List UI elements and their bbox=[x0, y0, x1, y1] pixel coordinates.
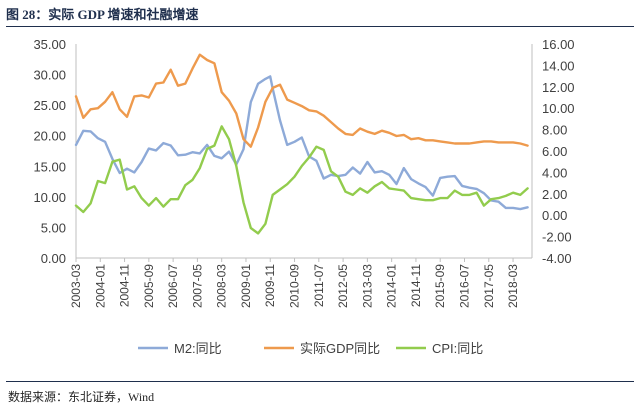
chart-legend: M2:同比 实际GDP同比 CPI:同比 bbox=[138, 341, 483, 356]
left-tick-label: 15.00 bbox=[33, 159, 66, 174]
source-rule bbox=[6, 381, 634, 382]
right-tick-label: -4.00 bbox=[542, 251, 572, 266]
legend-label: CPI:同比 bbox=[432, 341, 483, 356]
left-tick-label: 10.00 bbox=[33, 190, 66, 205]
x-tick-label: 2004-11 bbox=[118, 264, 132, 307]
series-layer bbox=[74, 53, 529, 235]
x-tick-label: 2011-07 bbox=[312, 264, 326, 307]
left-tick-label: 30.00 bbox=[33, 68, 66, 83]
series-line bbox=[74, 53, 529, 148]
x-tick-label: 2009-11 bbox=[263, 264, 277, 307]
figure-title: 图 28：实际 GDP 增速和社融增速 bbox=[6, 7, 199, 22]
right-tick-label: 12.00 bbox=[542, 80, 575, 95]
x-tick-label: 2005-09 bbox=[142, 264, 156, 308]
x-tick-label: 2015-09 bbox=[433, 264, 447, 308]
x-tick-label: 2017-05 bbox=[482, 264, 496, 308]
left-tick-label: 0.00 bbox=[41, 251, 66, 266]
series-line bbox=[74, 75, 529, 211]
line-chart: 0.00 5.00 10.00 15.00 20.00 25.00 30.00 35.00 -4… bbox=[33, 37, 574, 356]
title-rule bbox=[6, 26, 634, 27]
axes-layer: 0.00 5.00 10.00 15.00 20.00 25.00 30.00 35.00 -4… bbox=[33, 37, 574, 308]
legend-label: M2:同比 bbox=[174, 341, 222, 356]
legend-label: 实际GDP同比 bbox=[300, 341, 380, 356]
x-tick-label: 2004-01 bbox=[93, 264, 107, 308]
x-tick-label: 2009-01 bbox=[239, 264, 253, 308]
x-tick-label: 2016-07 bbox=[457, 264, 471, 308]
x-tick-label: 2013-03 bbox=[360, 264, 374, 308]
x-tick-label: 2007-05 bbox=[190, 264, 204, 308]
left-tick-label: 35.00 bbox=[33, 37, 66, 52]
left-tick-label: 25.00 bbox=[33, 98, 66, 113]
source-note: 数据来源：东北证券，Wind bbox=[8, 390, 155, 404]
right-tick-label: -2.00 bbox=[542, 230, 572, 245]
right-tick-label: 0.00 bbox=[542, 208, 567, 223]
left-tick-label: 20.00 bbox=[33, 129, 66, 144]
legend-item: CPI:同比 bbox=[396, 341, 483, 356]
right-tick-label: 2.00 bbox=[542, 187, 567, 202]
series-line bbox=[74, 125, 529, 235]
right-tick-label: 6.00 bbox=[542, 144, 567, 159]
x-tick-label: 2006-07 bbox=[166, 264, 180, 308]
right-tick-label: 16.00 bbox=[542, 37, 575, 52]
x-tick-label: 2014-11 bbox=[409, 264, 423, 307]
x-tick-label: 2003-03 bbox=[69, 264, 83, 308]
right-tick-label: 14.00 bbox=[542, 58, 575, 73]
x-tick-label: 2018-03 bbox=[506, 264, 520, 308]
legend-item: 实际GDP同比 bbox=[264, 341, 380, 356]
right-tick-label: 4.00 bbox=[542, 165, 567, 180]
right-tick-label: 8.00 bbox=[542, 123, 567, 138]
right-tick-label: 10.00 bbox=[542, 101, 575, 116]
legend-item: M2:同比 bbox=[138, 341, 222, 356]
x-tick-label: 2014-01 bbox=[385, 264, 399, 308]
x-tick-label: 2008-03 bbox=[215, 264, 229, 308]
left-tick-label: 5.00 bbox=[41, 220, 66, 235]
x-tick-label: 2010-09 bbox=[288, 264, 302, 308]
x-tick-label: 2012-05 bbox=[336, 264, 350, 308]
